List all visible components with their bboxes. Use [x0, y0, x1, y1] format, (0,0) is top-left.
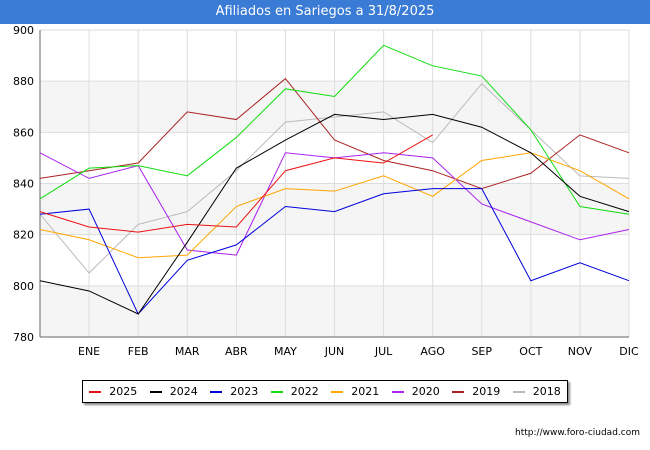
y-tick-label: 880 — [13, 75, 34, 88]
x-tick-label: NOV — [568, 345, 593, 358]
legend-swatch — [512, 390, 525, 393]
series-line-2019 — [39, 77, 630, 190]
legend-item-2018: 2018 — [512, 385, 561, 398]
legend-label: 2021 — [351, 385, 380, 398]
x-tick-label: ENE — [78, 345, 100, 358]
legend-label: 2023 — [230, 385, 259, 398]
x-tick-label: SEP — [471, 345, 492, 358]
legend-label: 2019 — [472, 385, 501, 398]
legend-label: 2020 — [411, 385, 440, 398]
legend-swatch — [391, 390, 404, 393]
series-line-2025 — [39, 134, 433, 233]
x-tick-label: OCT — [519, 345, 542, 358]
legend-label: 2018 — [532, 385, 561, 398]
series-line-2022 — [39, 44, 630, 215]
chart-title: Afiliados en Sariegos a 31/8/2025 — [0, 0, 650, 24]
legend-swatch — [89, 390, 102, 393]
legend-item-2023: 2023 — [210, 385, 258, 398]
legend-item-2024: 2024 — [149, 385, 198, 398]
x-tick-label: DIC — [619, 345, 639, 358]
legend-swatch — [210, 390, 223, 393]
chart-legend: 2025 2024 2023 2022 2021 2020 2019 2018 — [82, 380, 568, 403]
legend-label: 2024 — [169, 385, 198, 398]
legend-item-2019: 2019 — [452, 385, 500, 398]
legend-item-2020: 2020 — [391, 385, 440, 398]
y-tick-label: 860 — [13, 126, 34, 139]
legend-swatch — [149, 390, 162, 393]
y-tick-label: 780 — [13, 331, 34, 344]
x-tick-label: ABR — [225, 345, 248, 358]
legend-label: 2025 — [109, 385, 138, 398]
legend-item-2022: 2022 — [270, 385, 319, 398]
legend-swatch — [331, 390, 344, 393]
x-tick-label: FEB — [128, 345, 149, 358]
source-url: http://www.foro-ciudad.com — [515, 428, 640, 438]
x-tick-label: JUN — [324, 345, 345, 358]
legend-label: 2022 — [290, 385, 319, 398]
legend-swatch — [270, 390, 283, 393]
x-tick-label: AGO — [420, 345, 445, 358]
x-tick-label: MAR — [175, 345, 200, 358]
y-tick-label: 800 — [13, 280, 34, 293]
x-tick-label: MAY — [274, 345, 297, 358]
x-tick-label: JUL — [374, 345, 393, 358]
y-tick-label: 820 — [13, 229, 34, 242]
legend-item-2025: 2025 — [89, 385, 137, 398]
legend-item-2021: 2021 — [331, 385, 379, 398]
y-tick-label: 900 — [13, 24, 34, 37]
legend-swatch — [452, 390, 465, 393]
series-line-2024 — [39, 113, 630, 315]
y-tick-label: 840 — [13, 178, 34, 191]
